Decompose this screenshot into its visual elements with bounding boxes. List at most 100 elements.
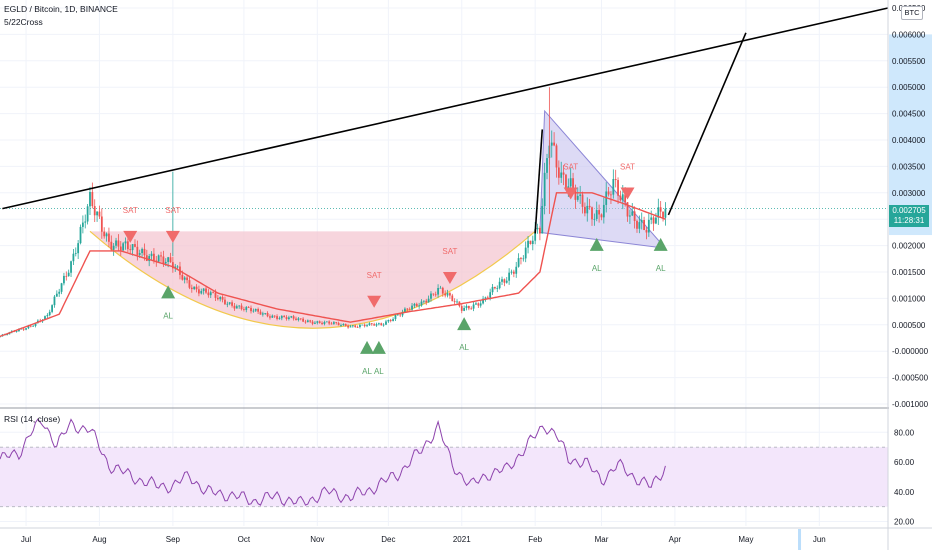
candle-body xyxy=(595,210,598,219)
candle-body xyxy=(136,246,139,255)
candle-body xyxy=(557,167,560,178)
candle-body xyxy=(659,207,662,212)
candle-body xyxy=(389,319,392,321)
candle-body xyxy=(411,305,413,310)
candle-body xyxy=(330,323,333,325)
candle-body xyxy=(134,244,136,247)
currency-badge[interactable]: BTC xyxy=(901,6,923,20)
time-axis-tick: Dec xyxy=(381,535,395,544)
candle-body xyxy=(560,172,563,178)
sell-signal-marker xyxy=(563,187,578,200)
price-axis-tick: 0.004500 xyxy=(892,110,926,119)
candle-body xyxy=(576,195,579,200)
candle-body xyxy=(640,220,643,223)
candle-body xyxy=(103,231,106,237)
candle-body xyxy=(619,195,622,201)
candle-body xyxy=(157,255,160,262)
candle-body xyxy=(562,172,565,175)
time-axis-highlight xyxy=(798,529,802,550)
candle-body xyxy=(539,227,541,234)
price-axis-tick: -0.000500 xyxy=(892,374,929,383)
buy-signal-marker xyxy=(457,317,472,331)
candle-body xyxy=(565,174,567,189)
buy-signal-marker xyxy=(360,340,375,354)
candle-body xyxy=(463,308,466,311)
projection-line xyxy=(667,32,747,216)
candle-body xyxy=(60,283,63,292)
candle-body xyxy=(15,330,18,332)
candle-body xyxy=(306,320,309,322)
candle-body xyxy=(392,319,394,321)
candle-body xyxy=(633,211,636,221)
candle-body xyxy=(574,187,577,200)
price-axis-tick: 0.006000 xyxy=(892,30,926,39)
candle-body xyxy=(583,206,586,214)
candle-body xyxy=(647,219,650,233)
candle-body xyxy=(126,241,129,250)
rsi-axis-tick: 40.00 xyxy=(894,488,915,497)
candle-body xyxy=(451,295,454,302)
candle-body xyxy=(437,287,439,295)
price-axis-tick: 0.005500 xyxy=(892,57,926,66)
candle-body xyxy=(190,287,193,290)
candle-body xyxy=(449,293,451,296)
symbol-title: EGLD / Bitcoin, 1D, BINANCE xyxy=(4,4,118,14)
price-axis-tick: 0.005000 xyxy=(892,83,926,92)
time-axis-tick: Nov xyxy=(310,535,324,544)
candle-body xyxy=(418,305,421,307)
candle-body xyxy=(652,217,655,224)
candle-body xyxy=(484,297,487,299)
candle-body xyxy=(515,266,518,274)
candle-body xyxy=(209,292,212,296)
candle-body xyxy=(171,262,174,269)
candle-body xyxy=(541,206,544,234)
time-axis-tick: Sep xyxy=(166,535,181,544)
candle-body xyxy=(96,211,98,216)
candle-body xyxy=(280,315,283,319)
candle-body xyxy=(79,226,82,244)
rsi-axis-tick: 60.00 xyxy=(894,458,915,467)
candle-body xyxy=(550,142,553,146)
ema-fast-line xyxy=(0,192,666,338)
candle-body xyxy=(434,294,437,296)
sell-signal-label: SAT xyxy=(123,206,138,215)
candle-body xyxy=(591,207,593,220)
candle-body xyxy=(48,311,51,316)
candle-body xyxy=(375,324,378,326)
candle-body xyxy=(593,218,596,220)
buy-signal-marker xyxy=(371,340,386,354)
candle-body xyxy=(221,297,224,300)
candle-body xyxy=(259,311,262,315)
candle-body xyxy=(610,194,612,196)
candle-body xyxy=(250,307,252,312)
candle-body xyxy=(617,180,619,196)
candle-body xyxy=(22,328,25,330)
candle-body xyxy=(382,324,385,326)
candle-body xyxy=(413,303,416,306)
candle-body xyxy=(600,214,603,218)
candle-body xyxy=(141,248,143,254)
candle-body xyxy=(351,325,354,327)
candle-body xyxy=(309,320,312,322)
candle-body xyxy=(470,308,473,310)
sell-signal-label: SAT xyxy=(620,163,635,172)
candle-body xyxy=(148,256,151,262)
candle-body xyxy=(164,261,167,264)
candle-body xyxy=(100,216,103,232)
price-axis-highlight xyxy=(889,34,932,236)
candle-body xyxy=(432,293,435,295)
candle-body xyxy=(292,316,295,319)
rsi-label: RSI (14, close) xyxy=(4,414,61,424)
candle-body xyxy=(427,298,430,303)
candle-body xyxy=(6,334,9,336)
candle-body xyxy=(347,325,349,328)
candle-body xyxy=(529,240,532,245)
candle-body xyxy=(354,325,357,327)
candle-body xyxy=(510,271,513,273)
candle-body xyxy=(337,323,340,326)
candle-body xyxy=(77,243,80,254)
candle-body xyxy=(105,233,108,237)
candle-body xyxy=(453,301,456,303)
candle-body xyxy=(517,258,520,267)
candle-body xyxy=(202,288,205,291)
